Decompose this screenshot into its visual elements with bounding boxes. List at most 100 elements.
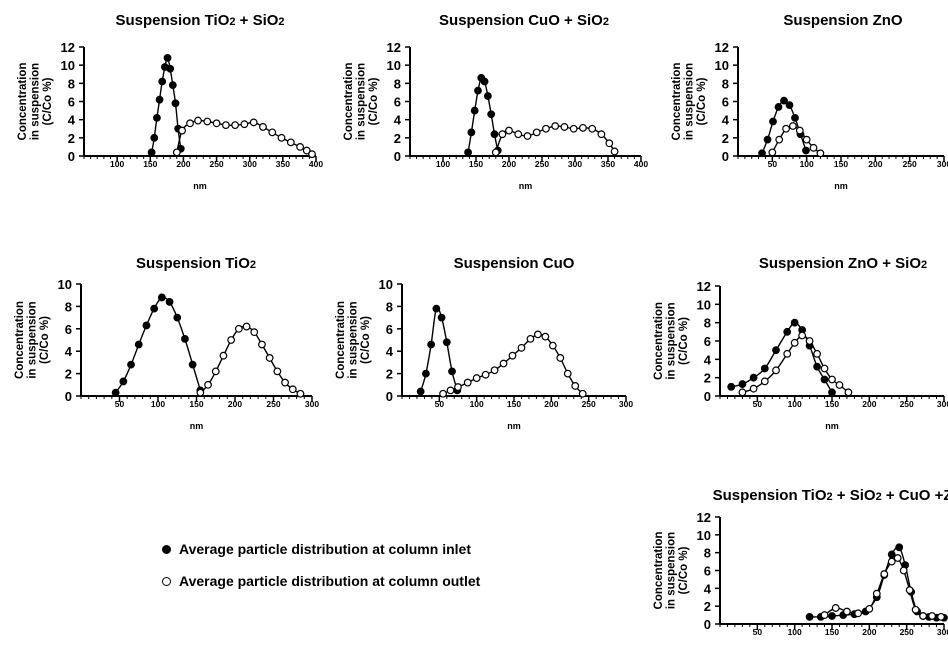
y-tick-label: 2 [704,371,711,386]
x-tick-label: 300 [619,399,633,409]
outlet-data-point [768,148,777,157]
inlet-data-point [474,86,482,95]
x-tick-label: 50 [435,399,445,409]
outlet-data-point [508,351,517,360]
outlet-data-point [172,148,181,157]
outlet-data-point [296,389,305,398]
outlet-data-point [548,341,557,350]
x-tick-label: 300 [937,627,948,637]
x-tick-label: 200 [228,399,242,409]
y-tick-label: 8 [68,76,75,91]
y-tick-label: 12 [697,279,711,294]
x-tick-label: 300 [937,399,948,409]
y-tick-label: 0 [704,389,711,404]
outlet-data-point [439,389,447,398]
x-tick-label: 150 [143,159,157,169]
y-axis-label: Concentrationin suspension(C/Co %) [343,63,380,141]
inlet-data-point [150,304,159,313]
outlet-data-point [560,123,569,131]
outlet-data-point [905,586,914,595]
outlet-data-point [843,607,851,616]
x-tick-label: 400 [309,159,323,169]
outlet-data-point [446,386,455,395]
x-tick-label: 250 [900,399,914,409]
y-tick-label: 2 [722,131,729,146]
outlet-data-point [854,609,863,618]
outlet-data-point [491,148,500,157]
inlet-data-point [820,375,829,384]
y-axis-label: Concentrationin suspension(C/Co %) [671,63,708,141]
y-axis-label: Concentrationin suspension(C/Co %) [335,301,372,379]
chart-title: Suspension TiO2 + SiO2 + CuO +ZnO [713,487,948,504]
inlet-data-point [437,313,446,322]
x-tick-label: 200 [544,399,558,409]
inlet-data-point [805,612,814,621]
inlet-data-point [442,338,451,347]
y-tick-label: 0 [386,389,393,404]
inlet-data-point [150,133,159,142]
outlet-data-point [219,351,228,360]
inlet-data-point [790,318,799,327]
chart-panel: Suspension CuO + SiO2 0 2 4 6 8 10 12 100 150 200 2… [343,12,648,191]
outlet-data-point [268,128,277,137]
x-tick-label: 50 [768,159,778,169]
inlet-data-point [165,298,174,306]
y-tick-label: 2 [704,599,711,614]
y-tick-label: 10 [61,58,75,73]
y-axis-label: Concentrationin suspension(C/Co %) [17,63,54,141]
outlet-data-point [919,612,927,620]
outlet-data-point [937,612,945,621]
inlet-data-point [774,103,783,111]
outlet-data-point [296,143,304,151]
inlet-data-point [464,148,472,157]
outlet-data-point [813,349,821,358]
chart-title: Suspension CuO [454,255,575,272]
y-tick-label: 0 [704,617,711,632]
chart-title: Suspension ZnO + SiO2 [759,255,927,272]
outlet-data-point [532,128,541,137]
y-tick-label: 8 [704,316,711,331]
inlet-data-point [188,360,197,369]
x-axis-label: nm [190,421,204,431]
outlet-data-point [472,374,481,382]
x-tick-label: 100 [470,399,484,409]
y-tick-label: 10 [379,277,393,292]
y-tick-label: 0 [65,389,72,404]
outlet-data-point [204,380,212,389]
x-tick-label: 250 [266,399,280,409]
x-tick-label: 250 [209,159,223,169]
x-axis-label: nm [825,649,839,652]
outlet-data-point [196,388,205,397]
outlet-data-point [772,366,780,375]
outlet-data-point [749,384,758,393]
inlet-data-point [480,77,489,86]
y-tick-label: 10 [715,58,729,73]
x-tick-label: 400 [634,159,648,169]
y-axis-label: Concentrationin suspension(C/Co %) [14,301,51,379]
chart-title: Suspension CuO + SiO2 [439,12,609,29]
inlet-series-line [115,296,202,393]
open-circle-icon [162,576,171,586]
outlet-data-point [281,378,289,387]
x-tick-label: 200 [862,627,876,637]
y-tick-label: 2 [68,131,75,146]
outlet-data-point [865,604,874,613]
inlet-data-point [783,327,792,336]
outlet-data-point [820,364,829,373]
inlet-data-point [470,106,479,115]
inlet-data-point [171,99,180,108]
outlet-data-point [258,340,266,349]
x-tick-label: 250 [903,159,917,169]
outlet-data-point [186,119,194,128]
y-tick-label: 10 [58,277,72,292]
y-tick-label: 6 [386,322,393,337]
outlet-data-point [893,554,902,562]
inlet-data-point [760,364,769,373]
x-tick-label: 300 [305,399,319,409]
outlet-data-point [277,133,286,142]
outlet-data-point [551,122,560,130]
chart-panel: Suspension TiO2 0 2 4 6 8 10 50 100 150 200 250 300 n… [14,255,319,431]
y-tick-label: 4 [65,344,73,359]
outlet-data-point [249,118,258,127]
outlet-data-point [783,349,792,358]
